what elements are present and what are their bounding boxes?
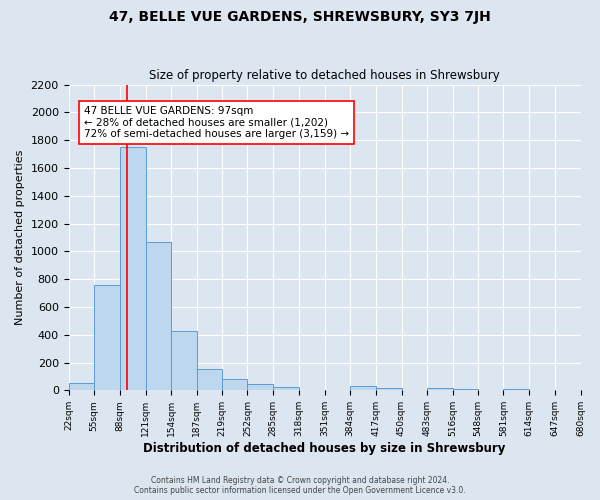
Y-axis label: Number of detached properties: Number of detached properties	[15, 150, 25, 325]
Bar	[68, 384, 94, 390]
Bar	[171, 330, 197, 390]
Text: 47, BELLE VUE GARDENS, SHREWSBURY, SY3 7JH: 47, BELLE VUE GARDENS, SHREWSBURY, SY3 7…	[109, 10, 491, 24]
Bar	[427, 388, 453, 390]
Bar	[503, 389, 529, 390]
Text: Contains HM Land Registry data © Crown copyright and database right 2024.
Contai: Contains HM Land Registry data © Crown c…	[134, 476, 466, 495]
Bar	[94, 284, 120, 391]
Bar	[247, 384, 273, 390]
Bar	[222, 378, 247, 390]
Bar	[350, 386, 376, 390]
Bar	[453, 389, 478, 390]
Bar	[146, 242, 171, 390]
Bar	[273, 387, 299, 390]
Bar	[376, 388, 401, 390]
Bar	[120, 147, 146, 390]
Bar	[197, 369, 222, 390]
Text: 47 BELLE VUE GARDENS: 97sqm
← 28% of detached houses are smaller (1,202)
72% of : 47 BELLE VUE GARDENS: 97sqm ← 28% of det…	[84, 106, 349, 139]
X-axis label: Distribution of detached houses by size in Shrewsbury: Distribution of detached houses by size …	[143, 442, 506, 455]
Title: Size of property relative to detached houses in Shrewsbury: Size of property relative to detached ho…	[149, 69, 500, 82]
